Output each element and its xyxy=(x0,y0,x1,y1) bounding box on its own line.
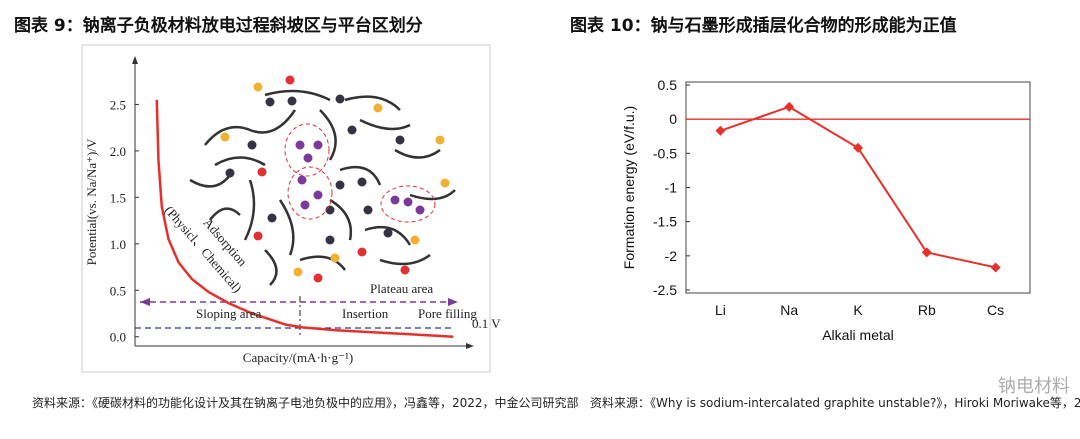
y-tick-label: 1.0 xyxy=(110,237,126,252)
annotation: Insertion xyxy=(342,306,389,321)
marker xyxy=(921,247,932,258)
marker xyxy=(990,262,1001,273)
x-tick-label: Na xyxy=(780,302,798,318)
y-tick-label: -0.5 xyxy=(653,145,677,161)
source-note: 资料来源：《Why is sodium-intercalated graphit… xyxy=(590,395,1080,410)
y-tick-label: 0.0 xyxy=(110,330,126,345)
y-tick-label: 0 xyxy=(669,111,677,127)
x-axis-label: Capacity/(mA·h·g⁻¹) xyxy=(243,350,353,365)
plot-frame xyxy=(685,81,1031,294)
marker xyxy=(853,142,863,153)
marker xyxy=(715,125,726,136)
y-tick-label: 0.5 xyxy=(110,283,126,298)
y-tick-label: -2.5 xyxy=(653,282,677,298)
schematic xyxy=(189,89,456,286)
y-tick-label: -1 xyxy=(665,180,678,196)
x-tick-label: K xyxy=(853,302,863,318)
watermark: 钠电材料 xyxy=(998,376,1070,397)
annotation: Pore filling xyxy=(418,306,477,321)
figure-frame xyxy=(81,44,491,373)
x-tick-label: Li xyxy=(715,302,726,318)
line xyxy=(155,99,454,338)
marker xyxy=(784,101,795,112)
y-tick-label: 2.5 xyxy=(110,97,126,112)
annotation: 0.1 V xyxy=(472,316,501,331)
line xyxy=(720,105,996,269)
x-tick-label: Cs xyxy=(987,302,1004,318)
source-note: 资料来源：《硬碳材料的功能化设计及其在钠离子电池负极中的应用》，冯鑫等，2022… xyxy=(32,395,579,410)
y-tick-label: 2.0 xyxy=(110,144,126,159)
particles xyxy=(220,75,450,283)
y-axis-label: Potential(vs. Na/Na⁺)/V xyxy=(84,138,99,265)
guide-lines xyxy=(132,56,474,349)
y-tick-label: 1.5 xyxy=(110,190,126,205)
y-tick-label: 0.5 xyxy=(658,77,678,93)
figure-title: 图表 10：钠与石墨形成插层化合物的形成能为正值 xyxy=(570,15,957,36)
x-axis-label: Alkali metal xyxy=(822,327,894,343)
annotation: Plateau area xyxy=(370,281,433,296)
annotation: Sloping area xyxy=(196,306,262,321)
y-tick-label: -1.5 xyxy=(653,214,677,230)
y-axis-label: Formation energy (eV/f.u.) xyxy=(621,106,637,269)
y-tick-label: -2 xyxy=(665,248,678,264)
figure-title: 图表 9：钠离子负极材料放电过程斜坡区与平台区划分 xyxy=(14,15,423,36)
x-tick-label: Rb xyxy=(918,302,936,318)
